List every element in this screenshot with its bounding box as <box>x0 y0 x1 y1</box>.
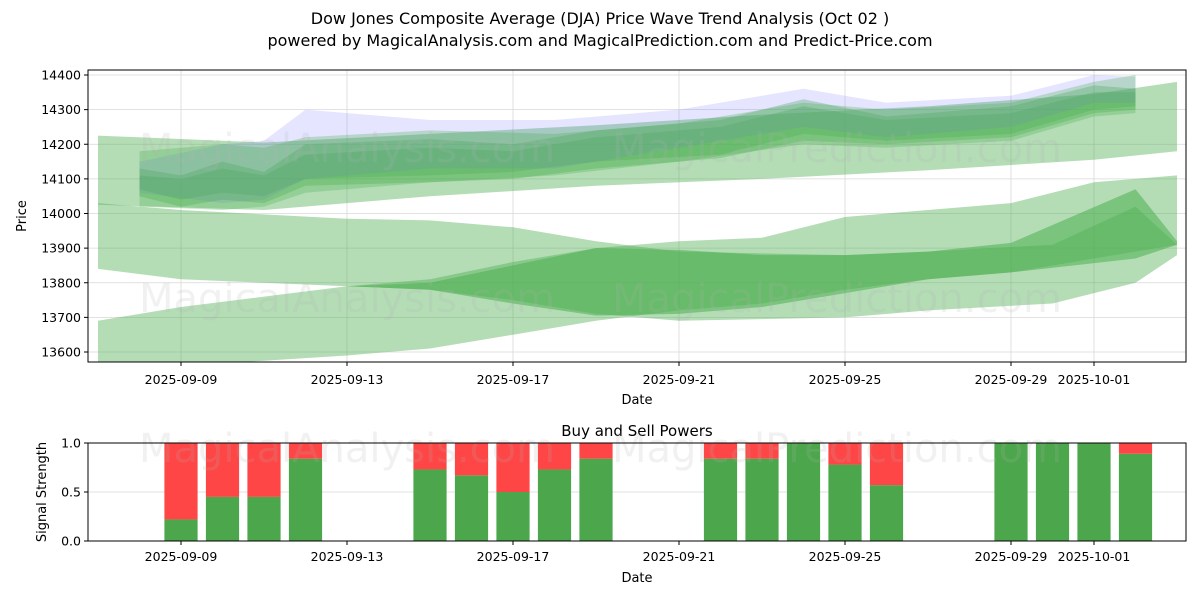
band-upper-core-band-1 <box>139 85 1136 200</box>
main-xtick-label: 2025-09-09 <box>145 372 218 387</box>
signal-xtick-label: 2025-10-01 <box>1058 549 1131 564</box>
main-y-axis: 13600 13700 13800 13900 14000 14100 14200 14300… <box>41 68 88 360</box>
signal-xtick-label: 2025-09-17 <box>477 549 550 564</box>
signal-x-axis-label: Date <box>621 571 652 586</box>
buy-bar <box>1035 443 1070 541</box>
band-upper-wide-band <box>98 81 1177 211</box>
main-xtick-label: 2025-10-01 <box>1058 372 1131 387</box>
signal-xtick-label: 2025-09-13 <box>311 549 384 564</box>
signal-x-axis: 2025-09-09 2025-09-13 2025-09-17 2025-09-21… <box>145 541 1131 564</box>
sell-bar <box>579 443 613 459</box>
main-gridlines <box>88 70 1186 362</box>
main-plot-frame <box>87 69 1187 363</box>
buy-bar <box>537 469 572 541</box>
main-ytick-label: 14000 <box>41 206 81 221</box>
buy-bar <box>288 458 323 541</box>
sell-bar <box>537 443 572 470</box>
sell-bar <box>164 443 198 520</box>
watermark-left-bottom: MagicalAnalysis.com <box>139 426 555 472</box>
sell-bar <box>745 443 779 459</box>
main-xtick-label: 2025-09-17 <box>477 372 550 387</box>
signal-chart-title: Buy and Sell Powers <box>561 422 713 440</box>
buy-bar <box>869 485 904 541</box>
main-ytick-label: 14200 <box>41 137 81 152</box>
watermark-left-top: MagicalAnalysis.com <box>139 126 555 172</box>
chart-title: Dow Jones Composite Average (DJA) Price … <box>310 9 890 28</box>
main-xtick-label: 2025-09-13 <box>311 372 384 387</box>
buy-bar <box>994 443 1028 541</box>
main-ytick-label: 13600 <box>41 345 81 360</box>
signal-xtick-label: 2025-09-25 <box>809 549 882 564</box>
main-ytick-label: 14100 <box>41 171 81 186</box>
watermark-right-mid: MagicalPrediction.com <box>612 276 1062 322</box>
chart-subtitle: powered by MagicalAnalysis.com and Magic… <box>267 31 933 50</box>
buy-bar <box>786 443 821 541</box>
buy-bar <box>496 492 530 541</box>
watermark-left-mid: MagicalAnalysis.com <box>139 276 555 322</box>
sell-bar <box>288 443 323 459</box>
signal-ytick-label: 1.0 <box>61 436 81 451</box>
buy-bar <box>413 469 447 541</box>
main-xtick-label: 2025-09-29 <box>975 372 1048 387</box>
band-upper-core-band-3 <box>139 75 1136 204</box>
main-bands <box>98 75 1177 362</box>
buy-bar <box>828 464 862 541</box>
sell-bar <box>454 443 489 476</box>
sell-bar <box>1118 443 1153 454</box>
main-xtick-label: 2025-09-21 <box>643 372 716 387</box>
signal-ytick-label: 0.5 <box>61 485 81 500</box>
signal-bars <box>164 443 1153 541</box>
main-xtick-label: 2025-09-25 <box>809 372 882 387</box>
signal-xtick-label: 2025-09-09 <box>145 549 218 564</box>
buy-bar <box>1077 443 1111 541</box>
watermark-right-top: MagicalPrediction.com <box>612 126 1062 172</box>
main-ytick-label: 13700 <box>41 310 81 325</box>
buy-bar <box>703 458 738 541</box>
sell-bar <box>496 443 530 492</box>
main-x-axis: 2025-09-09 2025-09-13 2025-09-17 2025-09-21… <box>145 362 1131 387</box>
main-x-axis-label: Date <box>621 393 652 408</box>
signal-ytick-label: 0.0 <box>61 534 81 549</box>
sell-bar <box>413 443 447 470</box>
sell-bar <box>703 443 738 459</box>
band-upper-core-band-2 <box>139 92 1136 207</box>
band-middle-core-band <box>347 189 1177 316</box>
main-ytick-label: 13800 <box>41 275 81 290</box>
buy-bar <box>579 458 613 541</box>
main-ytick-label: 14400 <box>41 68 81 83</box>
main-y-axis-label: Price <box>15 200 30 232</box>
sell-bar <box>869 443 904 486</box>
band-upper-core-band-4 <box>139 75 1136 210</box>
buy-bar <box>745 458 779 541</box>
sell-bar <box>828 443 862 465</box>
signal-y-axis: 0.0 0.5 1.0 <box>61 436 88 549</box>
signal-y-axis-label: Signal Strength <box>35 442 50 542</box>
buy-bar <box>454 475 489 541</box>
watermark-right-bottom: MagicalPrediction.com <box>612 426 1062 472</box>
sell-bar <box>247 443 281 497</box>
buy-bar <box>164 519 198 541</box>
signal-xtick-label: 2025-09-29 <box>975 549 1048 564</box>
buy-bar <box>247 496 281 541</box>
main-ytick-label: 14300 <box>41 102 81 117</box>
buy-bar <box>1118 453 1153 541</box>
buy-bar <box>205 496 240 541</box>
main-ytick-label: 13900 <box>41 241 81 256</box>
signal-xtick-label: 2025-09-21 <box>643 549 716 564</box>
sell-bar <box>205 443 240 497</box>
